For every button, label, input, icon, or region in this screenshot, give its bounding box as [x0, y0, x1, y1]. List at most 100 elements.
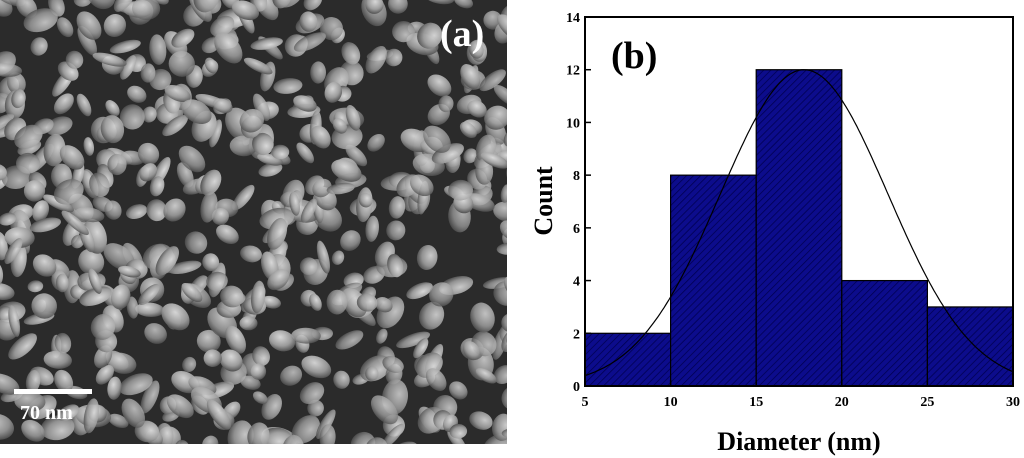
nanoparticle-grain	[4, 238, 23, 265]
nanoparticle-grain	[250, 363, 267, 380]
nanoparticle-grain	[43, 194, 74, 213]
nanoparticle-grain	[126, 296, 139, 319]
x-tick-label: 20	[835, 395, 849, 410]
nanoparticle-grain	[289, 192, 300, 216]
nanoparticle-grain	[89, 172, 110, 198]
nanoparticle-grain	[382, 356, 404, 373]
nanoparticle-grain	[216, 224, 239, 245]
nanoparticle-grain	[21, 419, 45, 442]
nanoparticle-grain	[251, 280, 266, 314]
histogram-bar	[755, 69, 843, 387]
nanoparticle-grain	[492, 413, 507, 441]
nanoparticle-grain	[105, 100, 120, 117]
nanoparticle-grain	[483, 10, 503, 30]
nanoparticle-grain	[493, 365, 507, 385]
nanoparticle-grain	[144, 323, 167, 344]
nanoparticle-grain	[139, 163, 158, 182]
nanoparticle-grain	[463, 148, 478, 164]
nanoparticle-grain	[250, 37, 283, 50]
nanoparticle-grain	[296, 142, 315, 164]
nanoparticle-grain	[396, 331, 431, 349]
nanoparticle-grain	[196, 329, 221, 353]
nanoparticle-grain	[202, 253, 220, 272]
nanoparticle-grain	[229, 135, 258, 157]
x-tick-label: 30	[1006, 395, 1020, 410]
nanoparticle-grain	[301, 355, 332, 379]
nanoparticle-grain	[300, 198, 317, 223]
nanoparticle-grain	[375, 297, 393, 313]
nanoparticle-grain	[299, 11, 318, 32]
scale-bar-label: 70 nm	[20, 402, 73, 424]
nanoparticle-grain	[212, 98, 233, 114]
nanoparticle-grain	[319, 424, 336, 444]
histogram-chart: 5 10 15 20 25 30 0 2 4 6 8 10 12 14 (b) Diameter (nm…	[529, 11, 1020, 456]
nanoparticle-grain	[95, 365, 114, 385]
nanoparticle-grain	[219, 349, 243, 372]
nanoparticle-grain	[367, 133, 385, 152]
nanoparticle-grain	[113, 0, 135, 12]
nanoparticle-grain	[269, 330, 296, 352]
nanoparticle-grain	[25, 369, 41, 394]
nanoparticle-grain	[475, 158, 494, 185]
nanoparticle-grain	[243, 57, 273, 75]
nanoparticle-grain	[273, 78, 303, 94]
nanoparticle-grain	[392, 21, 415, 43]
nanoparticle-grain	[382, 423, 405, 444]
nanoparticle-grain	[326, 289, 348, 315]
histogram-bar	[670, 174, 757, 387]
nanoparticle-grain	[43, 133, 66, 167]
nanoparticle-grain	[73, 0, 92, 7]
nanoparticle-grain	[331, 159, 362, 182]
nanoparticle-grain	[479, 69, 506, 92]
nanoparticle-grain	[427, 74, 452, 97]
nanoparticle-grain	[499, 220, 507, 240]
y-tick-label: 10	[566, 116, 580, 131]
nanoparticle-grain	[181, 282, 203, 303]
nanoparticle-grain	[103, 13, 127, 38]
nanoparticle-grain	[0, 63, 23, 77]
panel-a-label: (a)	[440, 13, 485, 55]
nanoparticle-grain	[214, 32, 243, 64]
nanoparticle-grain	[312, 178, 332, 198]
nanoparticle-grain	[90, 313, 116, 340]
nanoparticle-grain	[386, 220, 406, 241]
nanoparticle-grain	[376, 328, 388, 344]
nanoparticle-grain	[261, 295, 281, 309]
nanoparticle-grain	[30, 37, 48, 56]
nanoparticle-grain	[475, 368, 497, 384]
nanoparticle-grain	[138, 284, 160, 305]
nanoparticle-grain	[161, 303, 190, 331]
gaussian-fit-curve	[584, 69, 1014, 377]
nanoparticle-grain	[202, 435, 219, 444]
nanoparticle-grain	[416, 244, 438, 271]
nanoparticle-grain	[54, 369, 74, 393]
nanoparticle-grain	[422, 0, 455, 5]
nanoparticle-grain	[120, 55, 137, 80]
histogram-bar	[584, 332, 672, 387]
nanoparticle-grain	[107, 153, 127, 176]
nanoparticle-grain	[125, 204, 148, 220]
nanoparticle-grain	[501, 327, 507, 353]
nanoparticle-grain	[32, 200, 50, 222]
nanoparticle-grain	[140, 63, 156, 83]
nanoparticle-grain	[468, 41, 484, 59]
nanoparticle-grain	[184, 231, 208, 254]
nanoparticle-grain	[53, 179, 84, 205]
nanoparticle-grain	[146, 199, 167, 222]
nanoparticle-grain	[480, 152, 507, 169]
nanoparticle-grain	[501, 313, 507, 333]
nanoparticle-grain	[88, 268, 102, 294]
nanoparticle-grain	[299, 382, 325, 405]
nanoparticle-grain	[449, 423, 468, 439]
nanoparticle-grain	[53, 93, 74, 115]
x-axis-label: Diameter (nm)	[717, 427, 880, 456]
nanoparticle-grain	[29, 217, 62, 233]
nanoparticle-grain	[57, 404, 80, 421]
nanoparticle-grain	[92, 52, 127, 67]
nanoparticle-grain	[76, 11, 102, 40]
nanoparticle-grain	[107, 352, 137, 374]
nanoparticle-grain	[193, 0, 220, 13]
nanoparticle-grain	[232, 184, 255, 211]
nanoparticle-grain	[87, 0, 116, 10]
nanoparticle-grain	[333, 370, 350, 389]
